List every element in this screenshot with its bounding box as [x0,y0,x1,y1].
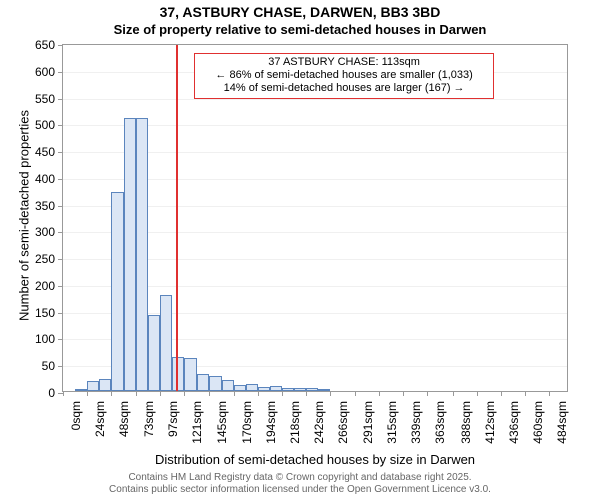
y-tick-mark [58,45,63,46]
x-tick-mark [355,391,356,396]
y-tick-label: 50 [23,359,55,373]
y-gridline [63,99,567,100]
y-tick-mark [58,232,63,233]
x-tick-mark [282,391,283,396]
footer-line: Contains public sector information licen… [0,484,600,496]
annotation-line: 37 ASTBURY CHASE: 113sqm [201,56,487,69]
y-tick-mark [58,99,63,100]
x-tick-mark [525,391,526,396]
histogram-bar [222,380,234,391]
y-tick-mark [58,206,63,207]
histogram-bar [209,376,222,391]
x-tick-mark [63,391,64,396]
chart-title: 37, ASTBURY CHASE, DARWEN, BB3 3BD [0,4,600,20]
x-tick-mark [136,391,137,396]
y-axis-label: Number of semi-detached properties [17,86,32,346]
histogram-bar [87,381,99,391]
histogram-bar [136,118,148,391]
histogram-bar [148,315,160,391]
histogram-bar [99,379,111,391]
x-tick-mark [234,391,235,396]
histogram-bar [160,295,172,391]
histogram-bar [270,386,282,391]
x-tick-mark [501,391,502,396]
y-tick-mark [58,179,63,180]
histogram-bar [246,384,258,391]
histogram-bar [172,357,184,391]
y-tick-mark [58,259,63,260]
y-tick-mark [58,366,63,367]
x-tick-mark [403,391,404,396]
histogram-bar [282,388,294,391]
chart-subtitle: Size of property relative to semi-detach… [0,22,600,37]
histogram-bar [318,389,330,391]
histogram-bar [306,388,318,391]
x-tick-mark [258,391,259,396]
x-tick-mark [111,391,112,396]
histogram-bar [258,387,270,391]
x-tick-mark [87,391,88,396]
x-tick-mark [549,391,550,396]
histogram-bar [184,358,196,391]
annotation-box: 37 ASTBURY CHASE: 113sqm← 86% of semi-de… [194,53,494,99]
histogram-bar [124,118,136,391]
histogram-bar [111,192,124,391]
x-tick-mark [306,391,307,396]
y-tick-label: 0 [23,386,55,400]
x-tick-mark [184,391,185,396]
histogram-bar [197,374,209,391]
y-tick-mark [58,313,63,314]
footer-line: Contains HM Land Registry data © Crown c… [0,472,600,484]
y-tick-mark [58,286,63,287]
chart-container: { "title": { "text": "37, ASTBURY CHASE,… [0,0,600,500]
annotation-line: ← 86% of semi-detached houses are smalle… [201,69,487,82]
y-tick-mark [58,339,63,340]
histogram-bar [294,388,306,391]
histogram-bar [75,389,87,391]
x-tick-mark [453,391,454,396]
x-tick-mark [330,391,331,396]
y-tick-mark [58,125,63,126]
footer-attribution: Contains HM Land Registry data © Crown c… [0,472,600,495]
x-tick-mark [427,391,428,396]
y-tick-label: 600 [23,65,55,79]
y-tick-mark [58,152,63,153]
y-tick-mark [58,72,63,73]
y-tick-label: 650 [23,38,55,52]
x-tick-mark [160,391,161,396]
plot-area: 0501001502002503003504004505005506006500… [62,44,568,392]
annotation-line: 14% of semi-detached houses are larger (… [201,82,487,95]
x-tick-mark [209,391,210,396]
histogram-bar [234,385,246,391]
x-tick-mark [379,391,380,396]
reference-line [176,45,178,391]
x-axis-label: Distribution of semi-detached houses by … [62,452,568,467]
x-tick-mark [477,391,478,396]
